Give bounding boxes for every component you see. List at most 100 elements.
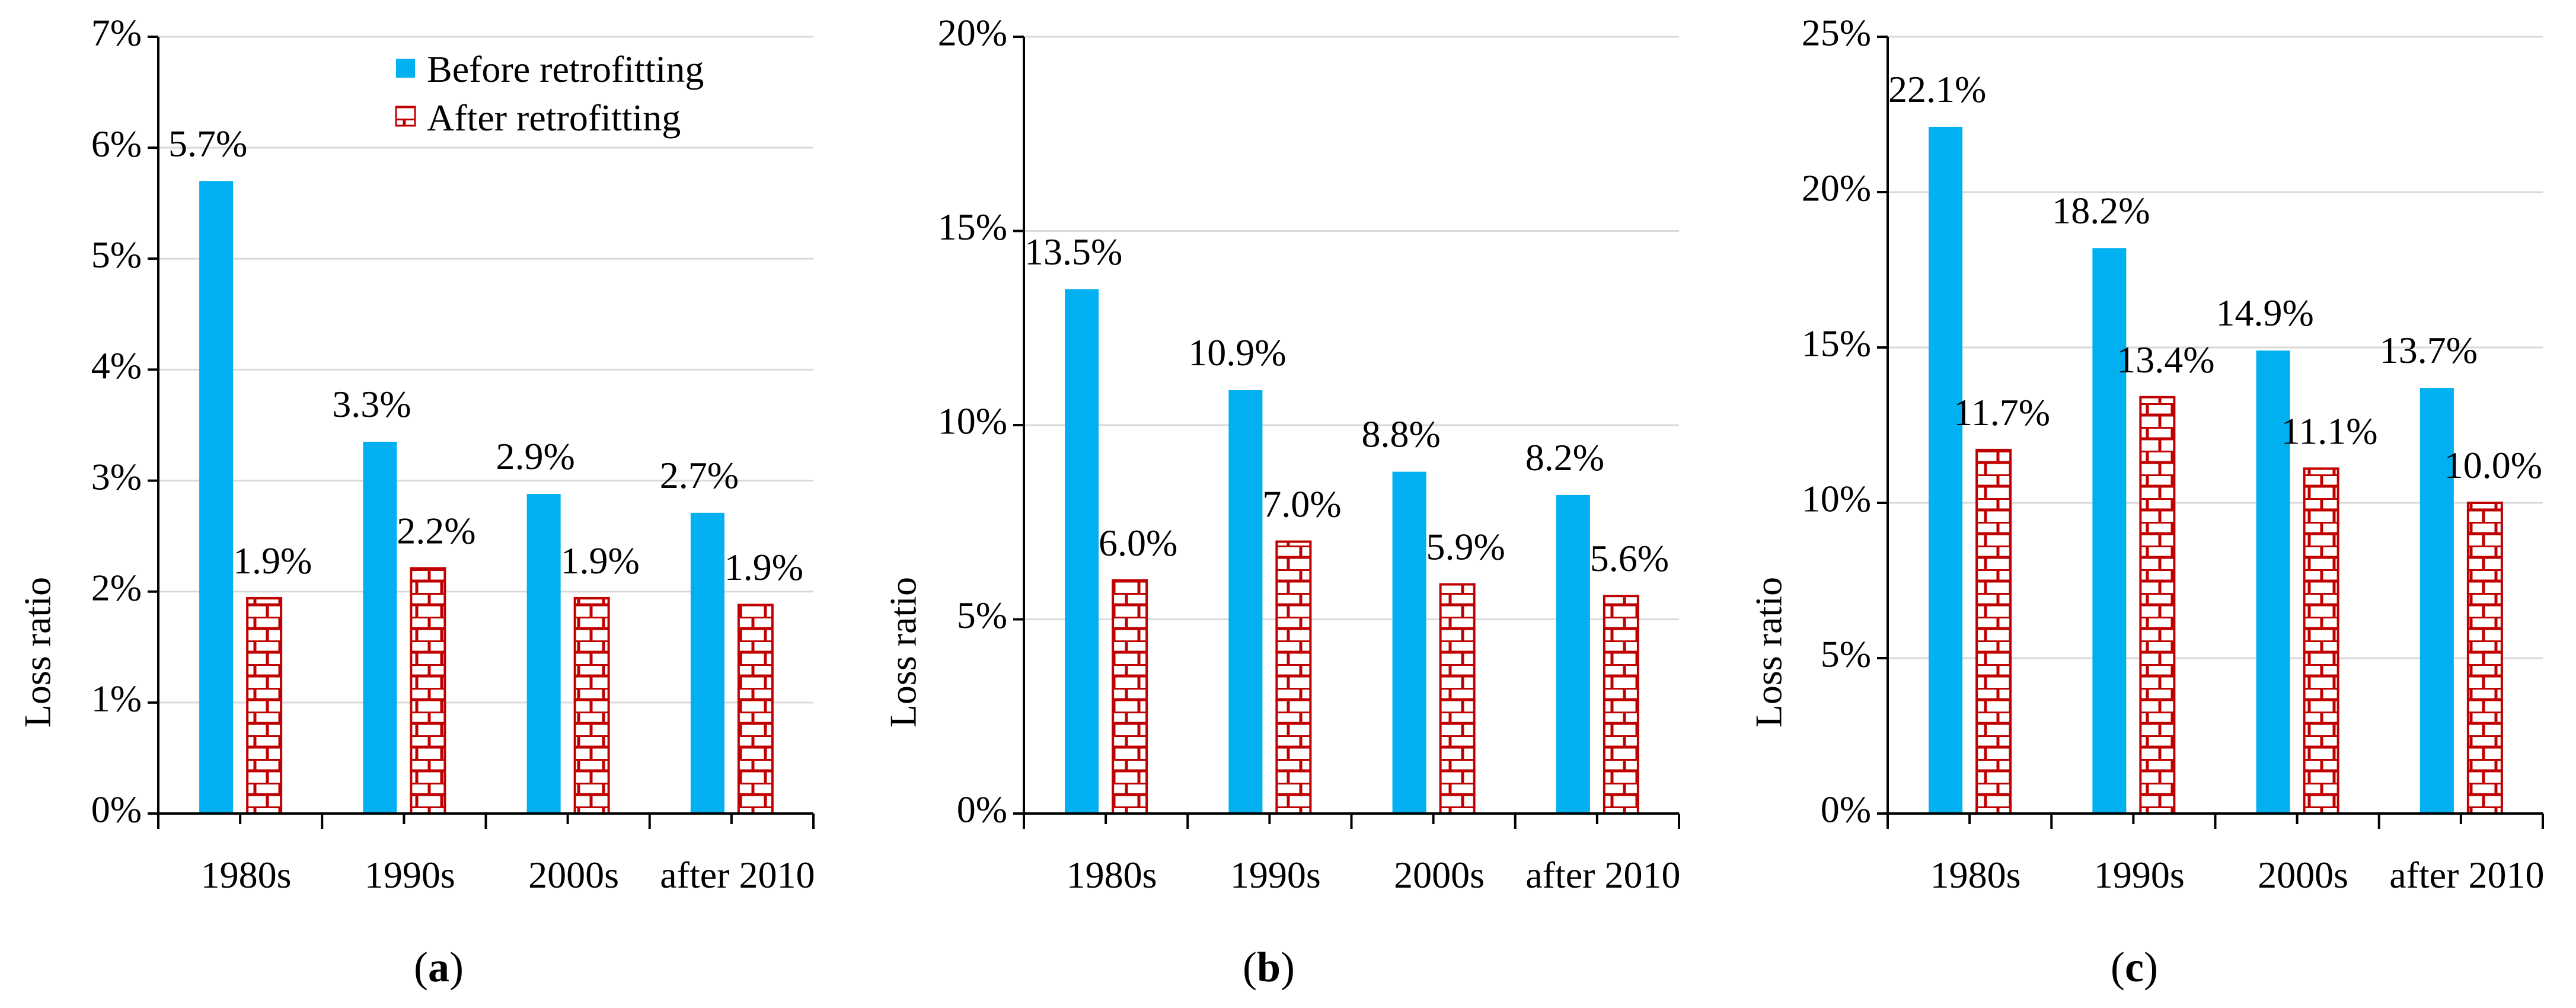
panel-b-label-after-2: 7.0% xyxy=(1262,483,1341,525)
panel-a-bar-before-1 xyxy=(199,181,234,814)
panel-b-bar-after-1 xyxy=(1112,579,1148,815)
panel-a-letter: a xyxy=(428,943,449,991)
panel-b-bar-before-2 xyxy=(1228,390,1263,814)
panel-b-label-before-1: 13.5% xyxy=(1024,231,1122,273)
panel-c-y-tick-label: 20% xyxy=(1802,167,1871,209)
panel-b-bar-before-3 xyxy=(1392,471,1426,814)
panel-a-label-before-3: 2.9% xyxy=(496,435,574,477)
panel-c-bar-before-4 xyxy=(2419,388,2454,814)
panel-c-label-after-1: 11.7% xyxy=(1953,391,2050,433)
panel-a-label-after-1: 1.9% xyxy=(233,540,312,582)
panel-b-letter: b xyxy=(1257,943,1281,991)
panel-c-bar-after-2 xyxy=(2139,395,2176,815)
legend-before-label: Before retrofitting xyxy=(427,48,704,90)
legend-after-label: After retrofitting xyxy=(427,97,681,139)
panel-b-y-tick-label: 5% xyxy=(957,594,1007,636)
panel-b-category-label-3: 2000s xyxy=(1394,854,1485,896)
panel-b-y-tick-label: 10% xyxy=(938,400,1007,442)
panel-a-caption: (a) xyxy=(414,943,464,991)
panel-b-label-before-4: 8.2% xyxy=(1525,436,1604,479)
panel-a-y-tick-label: 2% xyxy=(91,566,142,608)
panel-a-y-tick-label: 5% xyxy=(91,234,142,276)
panel-b-bar-after-3 xyxy=(1439,583,1476,815)
panel-c-y-tick-label: 15% xyxy=(1802,323,1871,365)
panel-a-label-after-3: 1.9% xyxy=(560,540,639,582)
panel-a-labels: 0% 1% 2% 3% 4% 5% 6% 7% 5.7% 1.9% 1980s 3.3% 2.2% 199… xyxy=(91,12,815,896)
panel-a: 0% 1% 2% 3% 4% 5% 6% 7% 5.7% 1.9% 1980s 3.3% 2.2% 199… xyxy=(17,12,815,991)
panel-a-y-tick-label: 3% xyxy=(91,455,142,497)
panel-c-y-tick-label: 25% xyxy=(1802,12,1871,54)
panel-b-y-tick-label: 15% xyxy=(938,206,1007,248)
panel-c-label-before-2: 18.2% xyxy=(2052,189,2150,231)
panel-a-bar-before-2 xyxy=(363,442,397,814)
panel-b-label-after-3: 5.9% xyxy=(1426,526,1505,568)
panel-c-y-tick-label: 5% xyxy=(1821,633,1871,675)
panel-c-bar-after-3 xyxy=(2303,467,2339,815)
panel-a-grid xyxy=(158,36,813,704)
panel-a-y-tick-label: 7% xyxy=(91,12,142,54)
panel-c-label-before-3: 14.9% xyxy=(2216,292,2313,334)
panel-b-bar-after-4 xyxy=(1603,595,1639,815)
legend-after-swatch xyxy=(395,106,416,127)
panel-b-bar-before-1 xyxy=(1065,289,1099,814)
panel-a-category-label-3: 2000s xyxy=(528,854,619,896)
panel-a-y-tick-label: 4% xyxy=(91,344,142,387)
panel-b-label-before-3: 8.8% xyxy=(1361,413,1440,455)
panel-a-category-label-2: 1990s xyxy=(365,854,455,896)
panel-c-bar-after-1 xyxy=(1975,448,2012,815)
panel-b-labels: 0% 5% 10% 15% 20% 13.5% 6.0% 1980s 10.9% 7.0% 1990… xyxy=(938,12,1681,896)
panel-a-label-before-1: 5.7% xyxy=(168,122,247,164)
panel-c-label-after-3: 11.1% xyxy=(2281,410,2378,452)
panel-a-label-after-4: 1.9% xyxy=(724,546,803,588)
panel-b-y-tick-label: 0% xyxy=(957,789,1007,831)
panel-b-y-axis-title: Loss ratio xyxy=(882,577,924,728)
panel-a-y-tick-label: 6% xyxy=(91,123,142,165)
legend-before-swatch xyxy=(396,59,415,78)
panel-c-y-tick-label: 10% xyxy=(1802,478,1871,520)
panel-b-bar-before-4 xyxy=(1556,495,1590,814)
panel-b-label-after-4: 5.6% xyxy=(1590,537,1669,579)
panel-a-label-before-4: 2.7% xyxy=(660,454,739,496)
panel-b-y-tick-label: 20% xyxy=(938,12,1007,54)
panel-b-ticks xyxy=(1013,36,1680,829)
panel-c-category-label-4: after 2010 xyxy=(2389,854,2544,896)
panel-a-bars xyxy=(199,181,774,815)
panel-c-labels: 0% 5% 10% 15% 20% 25% 22.1% 11.7% 1980s 18.2% 13.4… xyxy=(1802,12,2545,896)
panel-b-caption: (b) xyxy=(1243,943,1295,991)
panel-c-category-label-1: 1980s xyxy=(1930,854,2021,896)
panel-c-bar-before-3 xyxy=(2256,350,2290,814)
panel-b-label-before-2: 10.9% xyxy=(1188,331,1286,374)
panel-a-y-axis-title: Loss ratio xyxy=(17,577,59,728)
panel-c: 0% 5% 10% 15% 20% 25% 22.1% 11.7% 1980s 18.2% 13.4… xyxy=(1748,12,2545,991)
panel-c-category-label-2: 1990s xyxy=(2094,854,2185,896)
panel-a-bar-before-4 xyxy=(690,512,724,814)
panel-c-label-before-1: 22.1% xyxy=(1888,68,1986,110)
panel-a-y-tick-label: 1% xyxy=(91,678,142,720)
panel-a-category-label-1: 1980s xyxy=(201,854,292,896)
panel-a-ticks xyxy=(148,36,815,829)
panel-b-category-label-2: 1990s xyxy=(1230,854,1321,896)
panel-c-caption: (c) xyxy=(2111,943,2158,991)
panel-a-label-before-2: 3.3% xyxy=(332,383,411,425)
panel-a-bar-after-4 xyxy=(737,604,774,815)
panel-c-ticks xyxy=(1877,36,2544,829)
panel-a-bar-after-3 xyxy=(573,596,610,815)
panel-c-category-label-3: 2000s xyxy=(2258,854,2348,896)
panel-c-label-after-2: 13.4% xyxy=(2117,339,2214,381)
panel-c-y-tick-label: 0% xyxy=(1821,789,1871,831)
panel-c-letter: c xyxy=(2125,943,2144,991)
panel-b-category-label-4: after 2010 xyxy=(1525,854,1680,896)
panel-b-category-label-1: 1980s xyxy=(1067,854,1157,896)
panel-c-bar-after-4 xyxy=(2466,502,2503,815)
panel-c-y-axis-title: Loss ratio xyxy=(1748,577,1790,728)
panel-a-bar-before-3 xyxy=(526,494,561,814)
panel-c-bar-before-1 xyxy=(1929,126,1963,814)
legend: Before retrofitting After retrofitting xyxy=(395,48,704,139)
panel-b-bar-after-2 xyxy=(1275,540,1312,815)
panel-a-bar-after-2 xyxy=(410,567,446,815)
panel-c-bar-before-2 xyxy=(2092,248,2127,814)
panel-a-bar-after-1 xyxy=(246,596,283,815)
panel-a-label-after-2: 2.2% xyxy=(397,509,475,551)
panel-a-category-label-4: after 2010 xyxy=(660,854,815,896)
